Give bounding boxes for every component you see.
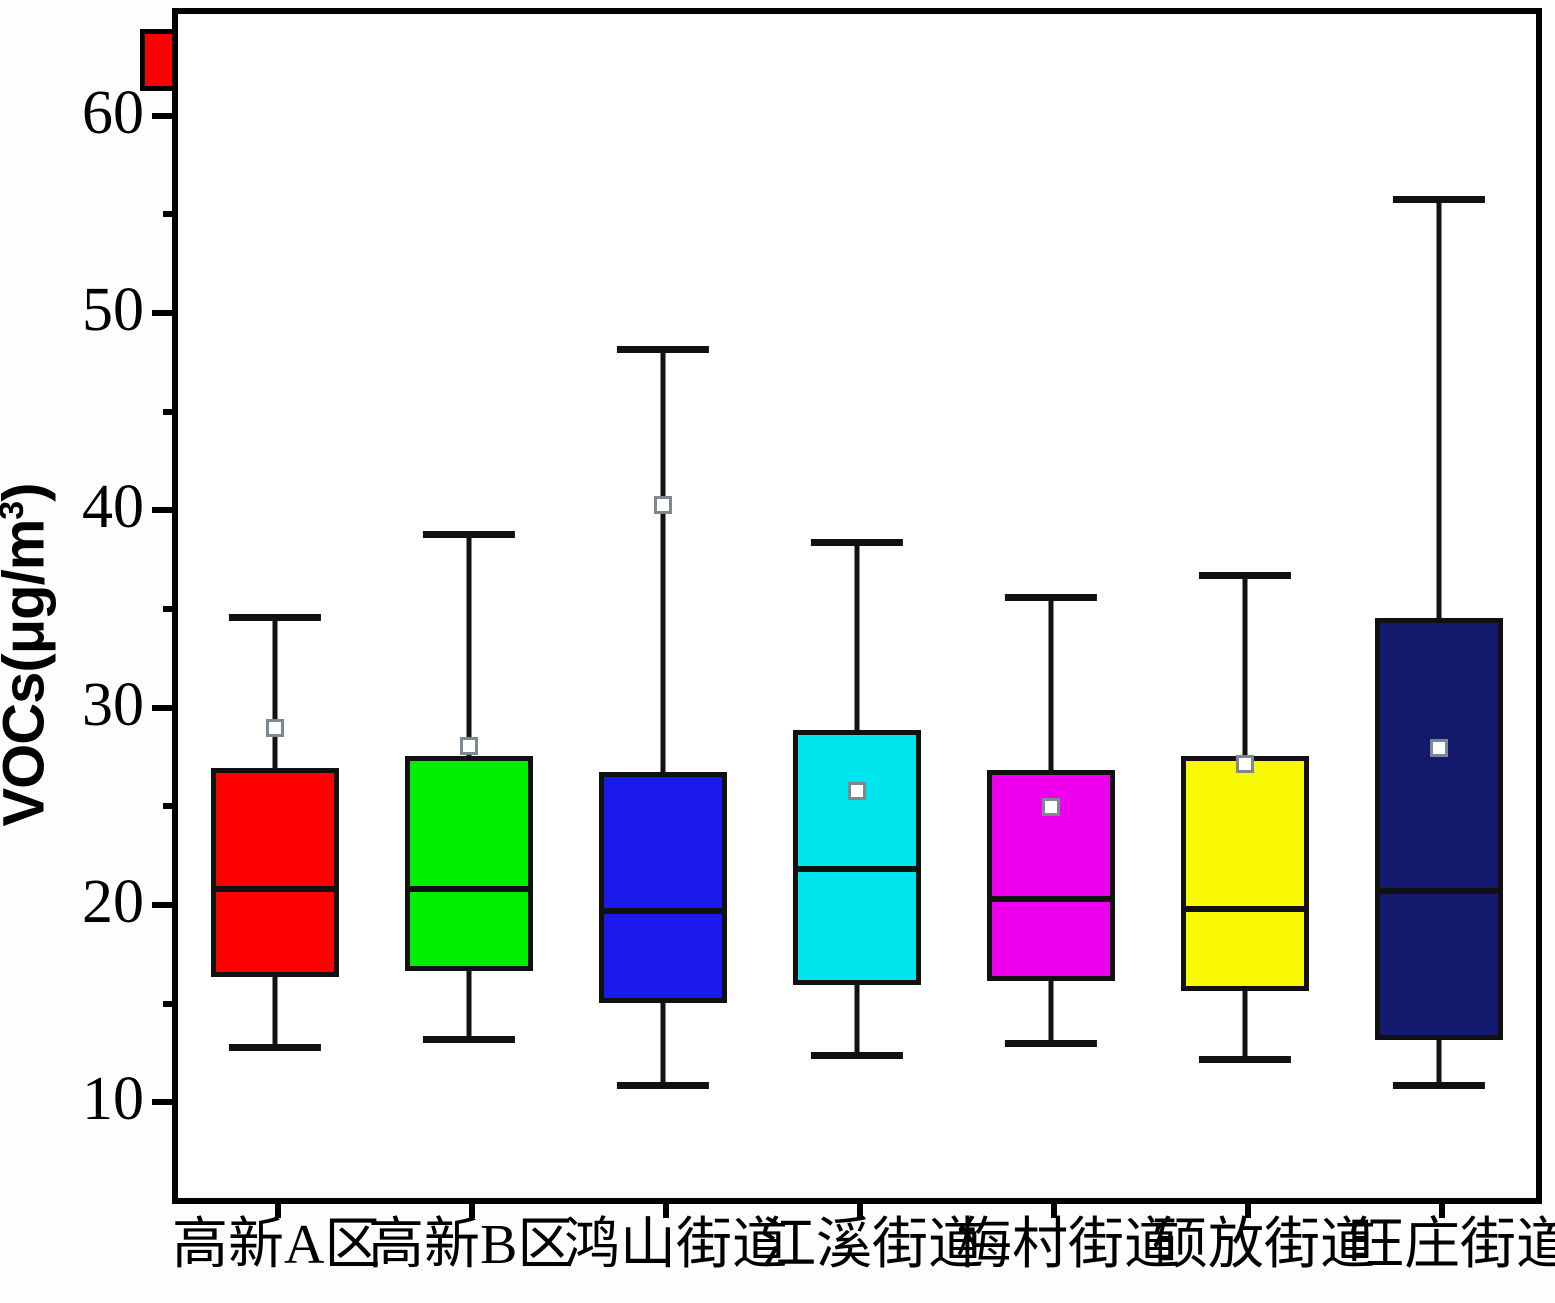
whisker-lower-line	[1048, 980, 1054, 1041]
x-tick	[275, 1198, 281, 1218]
plot-area: 10 20 30 40 50 60	[82, 14, 1536, 1218]
whisker-lower-cap	[422, 1036, 516, 1044]
box-plot-group[interactable]	[987, 14, 1115, 1198]
whisker-upper-line	[272, 613, 278, 768]
whisker-upper-cap	[810, 538, 904, 546]
mean-marker	[266, 719, 284, 738]
y-tick-major	[152, 112, 178, 119]
x-tick	[1245, 1198, 1251, 1218]
whisker-upper-line	[1436, 195, 1442, 618]
whisker-lower-line	[1436, 1040, 1442, 1082]
x-tick	[1439, 1198, 1445, 1218]
y-tick-minor	[163, 803, 178, 810]
x-axis-label: 江溪街道	[760, 1214, 984, 1276]
x-axis-label: 梅村街道	[956, 1214, 1180, 1276]
whisker-lower-cap	[1004, 1040, 1098, 1048]
whisker-upper-cap	[1392, 195, 1486, 203]
mean-marker	[654, 496, 672, 515]
y-tick-major	[152, 507, 178, 514]
whisker-upper-cap	[422, 531, 516, 538]
whisker-upper-cap	[616, 345, 710, 353]
whisker-lower-line	[1242, 990, 1248, 1056]
y-tick-major	[152, 704, 178, 711]
y-tick-label: 60	[82, 78, 144, 147]
box-plot-group[interactable]	[1375, 14, 1503, 1198]
x-axis-label: 高新B区	[368, 1214, 574, 1276]
median-line	[987, 896, 1115, 903]
whisker-upper-cap	[1198, 572, 1292, 580]
box-plot-group[interactable]	[599, 14, 727, 1198]
whisker-upper-line	[1048, 594, 1054, 770]
y-axis-title: VOCs(μg/m3)	[0, 483, 58, 826]
y-tick-label: 40	[82, 473, 144, 542]
box-iqr-rect[interactable]	[1181, 755, 1309, 991]
x-axis-labels: 高新A区 高新B区 鸿山街道 江溪街道 梅村街道 硕放街道 旺庄街道	[172, 1214, 1555, 1295]
box-plot-group[interactable]	[405, 14, 533, 1198]
y-tick-major	[152, 310, 178, 316]
box-iqr-rect[interactable]	[211, 767, 339, 977]
x-tick	[1051, 1198, 1057, 1218]
box-plot-group[interactable]	[1181, 14, 1309, 1198]
box-iqr-rect[interactable]	[599, 771, 727, 1003]
whisker-upper-line	[660, 345, 666, 772]
whisker-lower-line	[272, 976, 278, 1045]
y-tick-minor	[163, 408, 178, 415]
y-tick-label: 20	[82, 868, 144, 936]
median-line	[405, 886, 533, 893]
whisker-upper-line	[854, 538, 860, 731]
whisker-upper-cap	[1004, 594, 1098, 602]
box-plot-group[interactable]	[211, 14, 339, 1198]
median-line	[1375, 888, 1503, 895]
y-tick-label: 30	[82, 670, 144, 739]
box-iqr-rect[interactable]	[1375, 617, 1503, 1041]
x-tick	[663, 1198, 669, 1218]
whisker-lower-line	[660, 1002, 666, 1082]
whisker-upper-line	[1242, 572, 1248, 756]
whisker-upper-line	[466, 531, 472, 756]
y-axis-title-exponent: 3	[0, 502, 31, 520]
y-tick-minor	[163, 606, 178, 612]
x-axis-label: 鸿山街道	[564, 1214, 788, 1276]
x-axis-label: 高新A区	[172, 1214, 381, 1276]
y-tick-label: 10	[82, 1065, 144, 1134]
y-tick-minor	[163, 211, 178, 218]
box-plot-group[interactable]	[793, 14, 921, 1198]
y-tick-major	[152, 902, 178, 908]
whisker-lower-cap	[228, 1044, 322, 1052]
median-line	[793, 866, 921, 873]
y-tick-minor	[163, 1000, 178, 1007]
x-tick	[469, 1198, 475, 1218]
mean-marker	[848, 782, 866, 801]
mean-marker	[460, 737, 478, 756]
y-axis-title-close: )	[0, 483, 57, 501]
x-axis-label: 硕放街道	[1152, 1214, 1376, 1276]
mean-marker	[1042, 798, 1060, 817]
mean-marker	[1430, 739, 1448, 758]
box-iqr-rect[interactable]	[405, 755, 533, 972]
x-axis-label: 旺庄街道	[1348, 1214, 1555, 1276]
whisker-lower-cap	[1198, 1055, 1292, 1063]
whisker-lower-line	[466, 971, 472, 1037]
whisker-lower-cap	[616, 1081, 710, 1089]
median-line	[599, 907, 727, 914]
y-tick-major	[152, 1099, 178, 1106]
y-tick-label: 50	[82, 276, 144, 344]
mean-marker	[1236, 754, 1254, 773]
median-line	[211, 886, 339, 893]
median-line	[1181, 905, 1309, 912]
whisker-lower-cap	[1392, 1081, 1486, 1089]
whisker-lower-line	[854, 984, 860, 1052]
x-tick	[857, 1198, 863, 1218]
box-iqr-rect[interactable]	[793, 730, 921, 985]
y-axis-title-main: VOCs(μg/m	[0, 519, 57, 827]
whisker-upper-cap	[228, 613, 322, 621]
whisker-lower-cap	[810, 1051, 904, 1059]
plot-frame: 10 20 30 40 50 60	[82, 8, 1542, 1218]
